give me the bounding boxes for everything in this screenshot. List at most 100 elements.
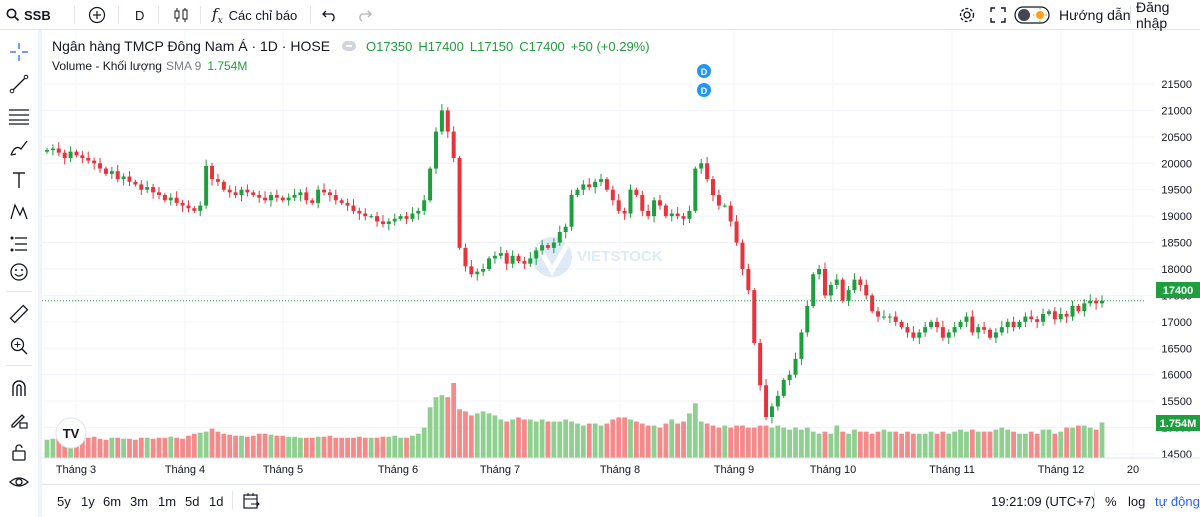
visibility-tool[interactable] [7,470,31,494]
emoji-tool[interactable] [7,260,31,284]
candle-body [516,255,521,262]
range-1d[interactable]: 1d [209,493,224,509]
dividend-marker-1[interactable]: D [697,64,711,78]
volume-bar [598,425,604,458]
range-1m[interactable]: 1m [158,493,177,509]
candle-body [1070,306,1075,317]
fullscreen-button[interactable] [990,0,1006,30]
volume-bar [309,437,315,458]
candle-body [198,205,203,211]
candle-body [563,226,568,232]
last-price-label: 17400 [1163,285,1194,297]
settings-button[interactable] [958,0,976,30]
volume-bar [327,435,333,458]
candle-body [1041,313,1046,322]
eye-icon [9,477,29,487]
indicators-button[interactable]: fx Các chỉ báo [212,0,297,30]
volume-bar [457,409,462,458]
tradingview-logo[interactable]: TV [55,417,87,449]
percent-toggle[interactable]: % [1105,493,1117,509]
candle-body [103,168,108,174]
candle-body [687,210,692,219]
ruler-tool[interactable] [7,302,31,326]
candle-body [239,189,244,195]
search-icon [6,8,20,22]
toolbar-divider [6,365,32,366]
volume-bar [1040,429,1046,458]
compare-button[interactable] [88,0,106,30]
time-tick-label: Tháng 12 [1038,464,1084,476]
candle-body [929,321,934,328]
candle-body [481,269,486,272]
magnet-tool[interactable] [7,376,31,400]
range-3m[interactable]: 3m [130,493,149,509]
timezone-button[interactable]: 19:21:09 (UTC+7) [991,493,1096,509]
candle-body [1029,316,1034,320]
candle-body [210,165,215,180]
interval-button[interactable]: D [135,0,144,30]
volume-bar [586,423,592,458]
candle-body [540,245,545,251]
candle-body [439,110,444,132]
dividend-marker-2[interactable]: D [697,83,711,97]
log-toggle[interactable]: log [1128,493,1146,509]
auto-scale-toggle[interactable]: tự động [1155,493,1200,509]
low-value: L17150 [469,38,514,54]
volume-bar [463,411,468,458]
redo-button[interactable] [356,0,372,30]
price-axis[interactable]: 1450015000155001600016500170001750018000… [1161,79,1192,461]
lock-drawing-tool[interactable] [7,408,31,432]
volume-bar [692,403,698,458]
candle-body [887,316,892,318]
volume-bar [1064,427,1070,458]
symbol-search[interactable]: SSB [6,0,51,30]
price-tick-label: 20500 [1161,132,1192,144]
time-tick-label: Tháng 11 [929,464,975,476]
volume-value: 1.754M [207,59,248,73]
volume-bar [398,437,404,458]
candle-body [98,163,103,169]
candle-body [327,192,332,195]
prediction-tool[interactable] [7,232,31,256]
symbol-label: SSB [24,7,51,23]
candle-body [834,279,839,285]
time-tick-label: Tháng 5 [263,464,303,476]
volume-bar [333,437,339,458]
volume-bar [628,419,633,458]
candle-body [504,253,509,264]
guide-link[interactable]: Hướng dẫn [1059,7,1131,23]
volume-bar [775,425,781,458]
drawing-toolbar [0,30,42,517]
candle-body [734,221,739,243]
login-link[interactable]: Đăng nhập [1136,0,1170,31]
brush-tool[interactable] [7,136,31,160]
time-tick-label: Tháng 9 [714,464,754,476]
candle-body [616,200,621,211]
range-5y[interactable]: 5y [57,493,71,509]
chart-type-button[interactable] [172,0,190,30]
volume-bar [445,397,451,458]
theme-toggle[interactable] [1014,0,1052,30]
pattern-tool[interactable] [7,200,31,224]
candle-body [298,192,303,195]
crosshair-tool[interactable] [7,40,31,64]
volume-bar [404,437,409,458]
undo-button[interactable] [322,0,338,30]
volume-bar [681,421,686,458]
legend-collapse-icon[interactable] [342,41,357,51]
range-1y[interactable]: 1y [81,493,95,509]
volume-bar [575,423,580,458]
date-range-button[interactable] [242,485,260,517]
trendline-tool[interactable] [7,72,31,96]
range-6m[interactable]: 6m [103,493,122,509]
range-5d[interactable]: 5d [185,493,200,509]
candle-body [180,202,185,206]
lock-tool[interactable] [7,440,31,464]
price-chart[interactable]: VIETSTOCK D D 14500150001550016000165001… [42,31,1200,483]
zoom-tool[interactable] [7,334,31,358]
pattern-icon [10,203,28,220]
fib-tool[interactable] [7,104,31,128]
change-value: +50 (+0.29%) [570,38,650,54]
text-tool[interactable] [7,168,31,192]
time-axis[interactable]: Tháng 3 Tháng 4 Tháng 5 Tháng 6 Tháng 7 Tháng… [56,464,1139,476]
